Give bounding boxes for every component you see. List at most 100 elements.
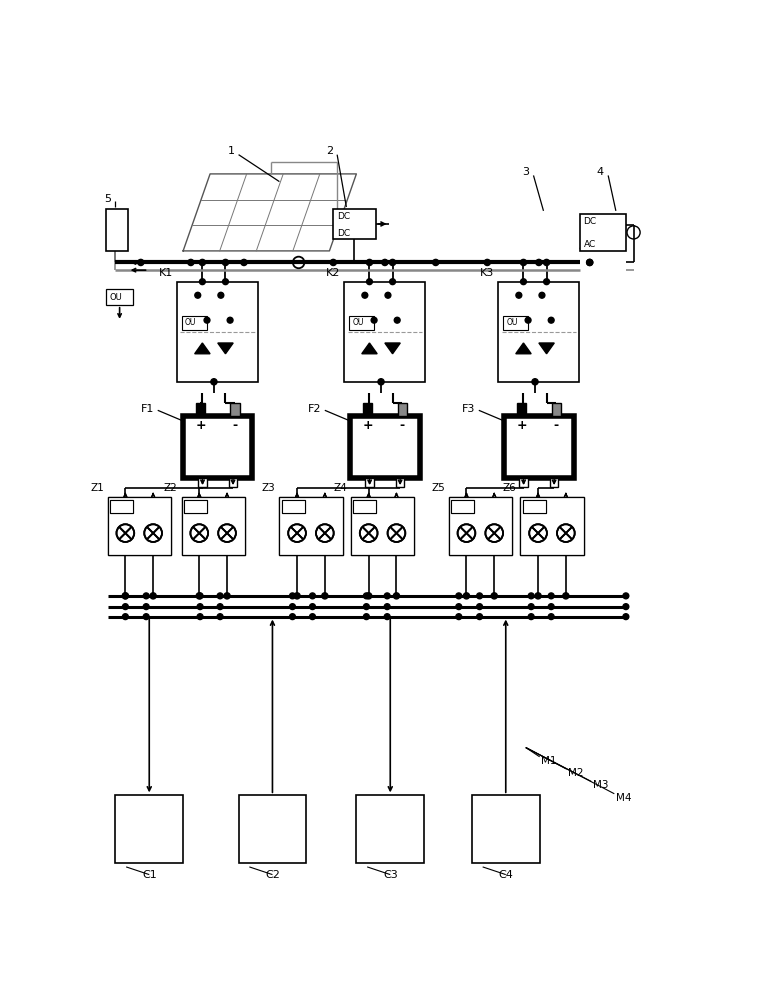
Circle shape — [218, 292, 224, 298]
Circle shape — [364, 614, 369, 620]
Bar — [279, 497, 343, 555]
Circle shape — [476, 604, 482, 610]
Bar — [110, 500, 133, 513]
Circle shape — [123, 614, 128, 620]
Bar — [550, 478, 558, 487]
Text: 2: 2 — [326, 146, 333, 156]
Circle shape — [197, 604, 203, 610]
Text: 1: 1 — [228, 146, 235, 156]
Circle shape — [222, 279, 229, 285]
Text: +: + — [516, 419, 527, 432]
Circle shape — [536, 259, 542, 266]
Circle shape — [528, 604, 534, 610]
Bar — [517, 403, 527, 416]
Text: +: + — [195, 419, 206, 432]
Text: +: + — [362, 419, 373, 432]
Circle shape — [290, 614, 296, 620]
Text: Z3: Z3 — [262, 483, 276, 493]
Circle shape — [294, 593, 300, 599]
Bar — [110, 500, 133, 513]
Circle shape — [525, 317, 531, 323]
Text: OU: OU — [185, 318, 196, 327]
Circle shape — [367, 279, 372, 285]
Bar — [551, 403, 560, 416]
Text: DC: DC — [584, 217, 597, 226]
Bar — [472, 795, 540, 863]
Circle shape — [211, 379, 217, 385]
Bar — [451, 500, 474, 513]
Circle shape — [455, 604, 462, 610]
Text: C2: C2 — [265, 870, 280, 880]
Circle shape — [217, 604, 223, 610]
Circle shape — [548, 604, 554, 610]
Text: M2: M2 — [568, 768, 584, 778]
Circle shape — [144, 604, 149, 610]
Circle shape — [197, 593, 203, 599]
Text: M3: M3 — [593, 780, 608, 790]
Bar — [523, 500, 546, 513]
Circle shape — [290, 604, 296, 610]
Circle shape — [548, 593, 554, 599]
Text: OU: OU — [185, 502, 197, 511]
Circle shape — [199, 259, 205, 266]
Text: 3: 3 — [523, 167, 530, 177]
Bar — [182, 316, 207, 330]
Text: OU: OU — [111, 502, 123, 511]
Circle shape — [455, 593, 462, 599]
Circle shape — [520, 259, 527, 266]
Text: F1: F1 — [141, 404, 154, 414]
Text: K3: K3 — [480, 268, 495, 278]
Text: M4: M4 — [616, 793, 631, 803]
Circle shape — [535, 593, 541, 599]
Text: F2: F2 — [308, 404, 321, 414]
Text: 4: 4 — [597, 167, 604, 177]
Circle shape — [188, 259, 194, 266]
Text: OU: OU — [452, 502, 464, 511]
Circle shape — [516, 292, 522, 298]
Circle shape — [122, 593, 128, 599]
Bar — [520, 497, 584, 555]
Text: C3: C3 — [383, 870, 398, 880]
Circle shape — [150, 593, 156, 599]
Text: 5: 5 — [104, 194, 111, 204]
Bar — [181, 497, 245, 555]
Circle shape — [217, 593, 223, 599]
Circle shape — [543, 259, 550, 266]
Circle shape — [548, 317, 554, 323]
Text: OU: OU — [283, 502, 295, 511]
Circle shape — [217, 614, 223, 620]
Circle shape — [310, 614, 316, 620]
Text: -: - — [554, 419, 559, 432]
Circle shape — [366, 593, 372, 599]
Circle shape — [196, 593, 202, 599]
Circle shape — [123, 604, 128, 610]
Circle shape — [394, 317, 400, 323]
Text: -: - — [400, 419, 405, 432]
Text: Z5: Z5 — [432, 483, 445, 493]
Circle shape — [310, 604, 316, 610]
Bar — [523, 500, 546, 513]
Circle shape — [539, 292, 545, 298]
Circle shape — [364, 593, 369, 599]
Bar — [451, 500, 474, 513]
Bar — [363, 403, 372, 416]
Bar — [504, 416, 574, 478]
Circle shape — [367, 259, 373, 266]
Text: Z4: Z4 — [334, 483, 347, 493]
Circle shape — [322, 593, 328, 599]
Circle shape — [385, 292, 391, 298]
Text: OU: OU — [524, 502, 536, 511]
Polygon shape — [195, 343, 210, 354]
Bar — [499, 282, 579, 382]
Bar — [181, 497, 245, 555]
Circle shape — [623, 604, 629, 610]
Circle shape — [587, 259, 593, 266]
Circle shape — [563, 593, 569, 599]
Circle shape — [227, 317, 233, 323]
Circle shape — [364, 604, 369, 610]
Circle shape — [491, 593, 497, 599]
Circle shape — [543, 279, 550, 285]
Circle shape — [532, 379, 538, 385]
Bar — [184, 500, 207, 513]
Circle shape — [204, 317, 210, 323]
